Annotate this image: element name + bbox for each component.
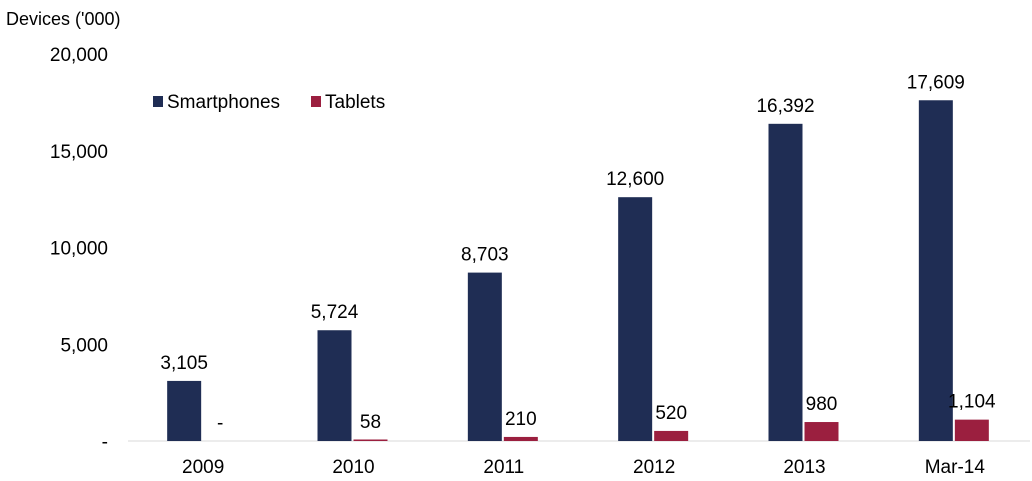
x-tick-label: 2012 <box>633 457 675 478</box>
smartphones-data-label: 5,724 <box>311 302 359 323</box>
smartphones-data-label: 17,609 <box>907 72 965 93</box>
smartphones-data-label: 16,392 <box>756 96 814 117</box>
legend-label-smartphones: Smartphones <box>167 92 280 113</box>
smartphones-bar <box>918 100 953 442</box>
smartphones-bar <box>167 380 202 441</box>
x-tick-label: 2013 <box>783 457 825 478</box>
y-tick-label: 10,000 <box>50 239 108 260</box>
legend: Smartphones Tablets <box>153 92 385 113</box>
y-tick-label: 15,000 <box>50 142 108 163</box>
smartphones-bar <box>317 330 352 441</box>
smartphones-bar <box>618 197 653 441</box>
tablets-data-label: - <box>217 413 223 434</box>
tablets-data-label: 58 <box>360 412 381 433</box>
smartphones-data-label: 3,105 <box>160 353 208 374</box>
y-tick-label: - <box>102 432 108 453</box>
tablets-bar <box>654 430 689 441</box>
x-axis-ticks: 2009 2010 2011 2012 2013 Mar-14 <box>182 457 985 478</box>
tablets-bar <box>804 422 839 441</box>
legend-label-tablets: Tablets <box>325 92 385 113</box>
y-tick-label: 20,000 <box>50 45 108 66</box>
y-axis-title: Devices ('000) <box>6 9 120 29</box>
x-tick-label: 2011 <box>483 457 524 478</box>
smartphones-bar <box>768 123 803 442</box>
x-tick-label: 2009 <box>182 457 224 478</box>
x-tick-label: 2010 <box>332 457 374 478</box>
tablets-bar <box>954 419 989 441</box>
tablets-data-label: 520 <box>655 403 687 424</box>
legend-swatch-tablets <box>311 96 321 107</box>
tablets-data-label: 210 <box>505 409 537 430</box>
y-tick-label: 5,000 <box>60 335 108 356</box>
legend-swatch-smartphones <box>153 96 163 107</box>
tablets-data-label: 980 <box>806 394 838 415</box>
tablets-bar <box>503 436 538 441</box>
x-tick-label: Mar-14 <box>925 457 986 478</box>
tablets-bar <box>353 439 388 441</box>
y-axis-ticks: - 5,000 10,000 15,000 20,000 <box>50 45 108 453</box>
tablets-data-label: 1,104 <box>948 392 996 413</box>
smartphones-bar <box>467 272 502 441</box>
smartphones-data-label: 8,703 <box>461 245 509 266</box>
smartphones-data-label: 12,600 <box>606 169 664 190</box>
bars-group: 3,105 - 5,724 58 8,703 210 12,600 520 16,392 980 1… <box>160 72 996 442</box>
